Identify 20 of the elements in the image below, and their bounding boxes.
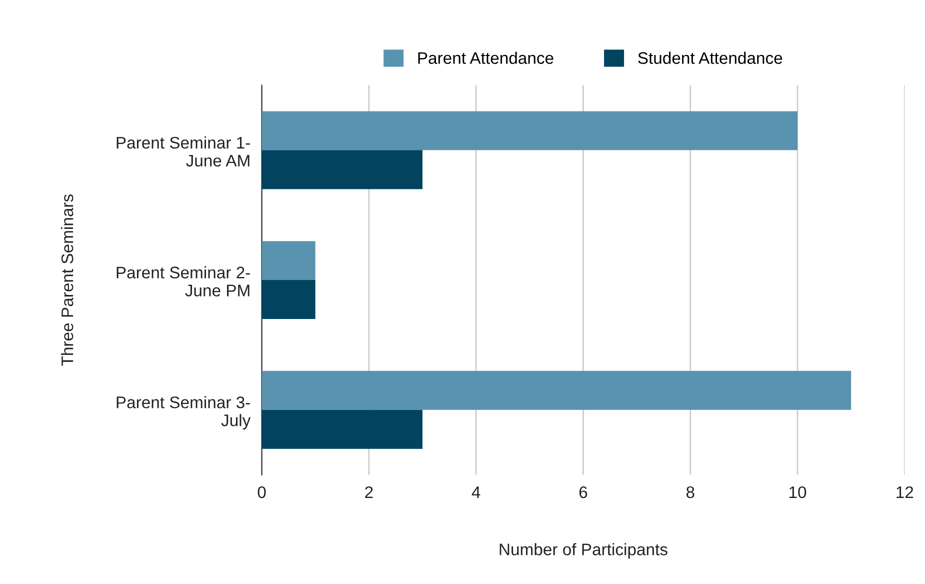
bar: [262, 410, 422, 449]
x-tick-label: 10: [790, 486, 806, 498]
x-tick-label: 6: [579, 486, 588, 498]
y-tick-label: Parent Seminar 3- July: [116, 396, 251, 430]
x-axis-title: Number of Participants: [500, 543, 668, 559]
x-tick-label: 2: [365, 486, 373, 498]
bar: [262, 150, 422, 190]
y-axis-title: Three Parent Seminars: [61, 194, 74, 366]
x-tick-label: 8: [686, 486, 694, 498]
x-tick-label: 4: [472, 486, 480, 498]
x-tick-label: 0: [258, 486, 266, 498]
bar: [262, 241, 316, 280]
legend-label: Student Attendance: [638, 52, 782, 64]
y-tick-label: Parent Seminar 1- June AM: [116, 136, 250, 167]
legend-label: Parent Attendance: [418, 52, 554, 64]
y-tick-label: Parent Seminar 2- June PM: [116, 266, 250, 296]
bar: [262, 370, 852, 410]
x-tick-label: 12: [896, 486, 914, 498]
bar: [262, 280, 316, 319]
bar: [262, 111, 798, 150]
